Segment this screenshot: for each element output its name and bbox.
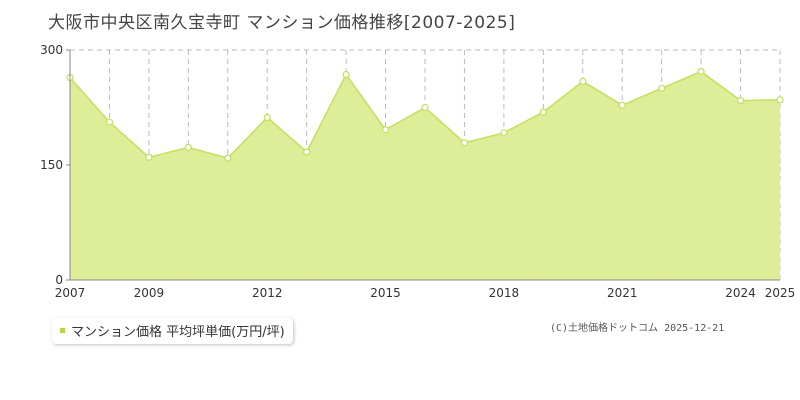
data-point-2022 <box>658 84 666 92</box>
data-point-2019 <box>539 108 547 116</box>
x-tick-label-2009: 2009 <box>134 286 165 300</box>
legend-label: マンション価格 平均坪単価(万円/坪) <box>71 325 285 340</box>
data-point-2020 <box>579 77 587 86</box>
data-point-2024 <box>736 96 745 105</box>
data-point-2025 <box>776 96 784 104</box>
y-tick-label-0: 0 <box>55 273 63 287</box>
data-point-2017 <box>460 139 469 147</box>
data-point-2009 <box>145 153 153 161</box>
data-point-2012 <box>263 113 271 122</box>
tick-labels: 0 150 300 2007 2009 2012 2015 2018 2021 2024 2025 <box>40 43 795 300</box>
data-point-2018 <box>500 129 508 137</box>
y-tick-label-300: 300 <box>40 43 63 57</box>
x-tick-label-2024: 2024 <box>725 286 756 300</box>
data-point-2014 <box>342 70 350 79</box>
data-point-2011 <box>224 154 232 162</box>
axes <box>66 49 780 281</box>
x-tick-label-2021: 2021 <box>607 286 638 300</box>
data-point-2013 <box>303 148 311 156</box>
x-tick-label-2025: 2025 <box>765 286 796 300</box>
x-tick-label-2012: 2012 <box>252 286 283 300</box>
chart-title: 大阪市中央区南久宝寺町 マンション価格推移[2007-2025] <box>48 13 516 33</box>
legend-swatch <box>60 328 65 333</box>
data-point-2021 <box>618 101 626 109</box>
x-tick-label-2015: 2015 <box>370 286 401 300</box>
legend: マンション価格 平均坪単価(万円/坪) <box>52 318 293 344</box>
data-point-2010 <box>184 143 192 151</box>
copyright-text: (C)土地価格ドットコム 2025-12-21 <box>550 323 725 334</box>
data-point-2023 <box>697 67 705 76</box>
x-tick-label-2018: 2018 <box>489 286 520 300</box>
x-tick-label-2007: 2007 <box>55 286 86 300</box>
data-point-2008 <box>105 118 114 126</box>
data-point-2016 <box>421 103 429 112</box>
y-tick-label-150: 150 <box>40 158 63 172</box>
data-point-2015 <box>381 126 390 134</box>
area-fill <box>70 71 780 280</box>
